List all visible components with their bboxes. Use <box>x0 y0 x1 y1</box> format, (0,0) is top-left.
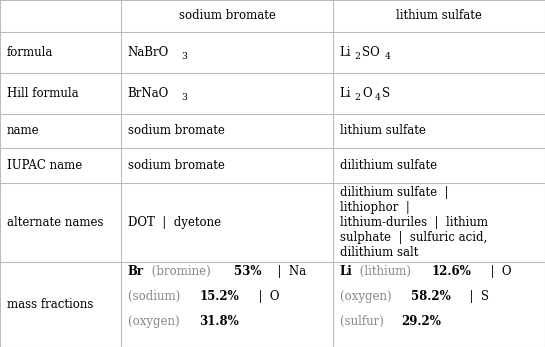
Text: DOT  |  dyetone: DOT | dyetone <box>128 215 221 229</box>
Text: SO: SO <box>362 46 380 59</box>
Text: |  O: | O <box>483 265 512 278</box>
Text: S: S <box>382 87 390 100</box>
Text: 12.6%: 12.6% <box>432 265 472 278</box>
Text: (oxygen): (oxygen) <box>128 315 183 328</box>
Text: (sodium): (sodium) <box>128 290 184 303</box>
Text: lithium sulfate: lithium sulfate <box>396 9 482 23</box>
Text: Li: Li <box>340 87 351 100</box>
Text: mass fractions: mass fractions <box>7 298 93 311</box>
Text: Hill formula: Hill formula <box>7 87 78 100</box>
Text: |  O: | O <box>251 290 280 303</box>
Text: sodium bromate: sodium bromate <box>128 159 225 172</box>
Text: 15.2%: 15.2% <box>200 290 240 303</box>
Text: |  Na: | Na <box>270 265 306 278</box>
Text: IUPAC name: IUPAC name <box>7 159 82 172</box>
Text: 3: 3 <box>181 52 186 61</box>
Text: 58.2%: 58.2% <box>411 290 451 303</box>
Text: sodium bromate: sodium bromate <box>179 9 275 23</box>
Text: alternate names: alternate names <box>7 215 103 229</box>
Text: NaBrO: NaBrO <box>128 46 169 59</box>
Text: Br: Br <box>128 265 144 278</box>
Text: Li: Li <box>340 46 351 59</box>
Text: sodium bromate: sodium bromate <box>128 125 225 137</box>
Text: 2: 2 <box>354 52 360 61</box>
Text: 4: 4 <box>385 52 391 61</box>
Text: dilithium sulfate  |
lithiophor  |
lithium-duriles  |  lithium
sulphate  |  sulf: dilithium sulfate | lithiophor | lithium… <box>340 186 488 259</box>
Text: O: O <box>362 87 372 100</box>
Text: 2: 2 <box>354 93 360 102</box>
Text: (sulfur): (sulfur) <box>340 315 387 328</box>
Text: (lithium): (lithium) <box>356 265 415 278</box>
Text: |  S: | S <box>462 290 489 303</box>
Text: 4: 4 <box>374 93 380 102</box>
Text: 29.2%: 29.2% <box>401 315 441 328</box>
Text: 3: 3 <box>181 93 186 102</box>
Text: (bromine): (bromine) <box>148 265 215 278</box>
Text: Li: Li <box>340 265 353 278</box>
Text: name: name <box>7 125 39 137</box>
Text: formula: formula <box>7 46 53 59</box>
Text: BrNaO: BrNaO <box>128 87 169 100</box>
Text: dilithium sulfate: dilithium sulfate <box>340 159 437 172</box>
Text: 31.8%: 31.8% <box>199 315 239 328</box>
Text: 53%: 53% <box>234 265 262 278</box>
Text: (oxygen): (oxygen) <box>340 290 395 303</box>
Text: lithium sulfate: lithium sulfate <box>340 125 426 137</box>
